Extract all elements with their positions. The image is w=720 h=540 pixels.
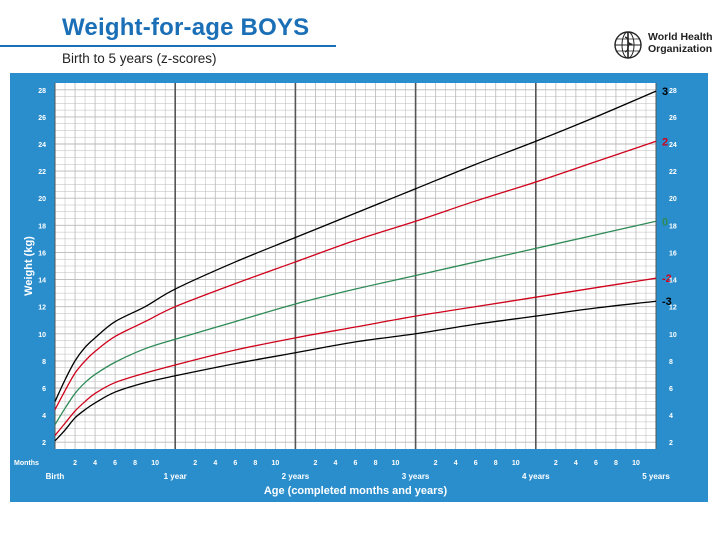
y-tick-label: 14 [669,278,677,285]
y-tick-label: 12 [38,305,46,312]
series-label-z0: 0 [662,216,668,228]
x-month-tick-labels: 2 4 6 8 10 2 4 6 8 10 2 4 6 8 10 2 4 6 8 10 2 4 6 8 10 [73,460,640,467]
x-month-tick-label: 6 [354,460,358,467]
x-month-tick-label: 4 [454,460,458,467]
y-tick-label: 22 [38,169,46,176]
y-tick-label: 18 [669,223,677,230]
series-line-z-2 [54,277,657,436]
who-logo: World Health Organization [612,30,716,60]
y-axis-label: Weight (kg) [23,236,35,296]
x-year-tick-label: Birth [46,472,65,481]
x-month-tick-label: 8 [133,460,137,467]
y-tick-label: 28 [38,88,46,95]
y-tick-label: 26 [669,115,677,122]
y-tick-label: 24 [669,142,677,149]
x-year-tick-label: 1 year [164,472,187,481]
chart-panel: 3 2 0 -2 -3 2 4 6 8 10 12 14 16 18 20 22 24 26 28 2 4 6 8 10 1… [10,73,708,502]
series-lines [54,90,657,442]
x-month-tick-label: 2 [73,460,77,467]
series-line-z0 [54,220,657,425]
x-month-tick-label: 10 [632,460,640,467]
x-month-tick-label: 4 [334,460,338,467]
org-name-line2: Organization [648,43,713,55]
y-tick-label: 22 [669,169,677,176]
x-month-tick-label: 10 [512,460,520,467]
y-tick-label: 8 [669,359,673,366]
y-tick-label: 6 [669,386,673,393]
x-axis-label: Age (completed months and years) [264,485,448,497]
grid-major [54,83,657,449]
x-month-tick-label: 4 [213,460,217,467]
grid-minor [55,83,656,449]
series-line-z2 [54,140,657,410]
y-tick-label: 4 [42,413,46,420]
x-month-tick-label: 2 [193,460,197,467]
x-month-tick-label: 2 [434,460,438,467]
x-month-tick-label: 2 [313,460,317,467]
y-tick-label: 10 [38,332,46,339]
x-month-tick-label: 10 [271,460,279,467]
x-month-tick-label: 4 [93,460,97,467]
who-emblem-icon [614,31,642,59]
y-tick-label: 14 [38,278,46,285]
series-labels: 3 2 0 -2 -3 [662,86,672,308]
x-month-tick-label: 4 [574,460,578,467]
x-month-tick-label: 6 [113,460,117,467]
x-month-tick-label: 10 [151,460,159,467]
org-name-line1: World Health [648,31,713,43]
x-year-tick-label: 3 years [402,472,430,481]
page-subtitle: Birth to 5 years (z-scores) [62,51,217,66]
y-tick-label: 24 [38,142,46,149]
x-month-tick-label: 2 [554,460,558,467]
series-label-z-3: -3 [662,296,672,308]
y-tick-label: 18 [38,223,46,230]
x-month-tick-label: 6 [594,460,598,467]
y-tick-label: 2 [669,440,673,447]
y-tick-label: 12 [669,305,677,312]
series-label-z-2: -2 [662,273,672,285]
x-month-tick-label: 8 [374,460,378,467]
x-month-tick-label: 8 [614,460,618,467]
series-line-z3 [54,90,657,402]
x-year-tick-label: 5 years [642,472,670,481]
y-tick-label: 4 [669,413,673,420]
y-tick-label: 10 [669,332,677,339]
y-tick-label: 16 [38,250,46,257]
y-tick-label: 2 [42,440,46,447]
x-year-tick-label: 2 years [282,472,310,481]
y-tick-label: 20 [38,196,46,203]
y-tick-label: 6 [42,386,46,393]
title-underline [0,45,336,47]
page-title: Weight-for-age BOYS [62,14,310,41]
months-label: Months [14,460,39,467]
y-tick-label: 16 [669,250,677,257]
series-label-z2: 2 [662,136,668,148]
y-tick-label: 8 [42,359,46,366]
series-line-z-3 [54,300,657,442]
x-year-tick-label: 4 years [522,472,550,481]
y-tick-label: 26 [38,115,46,122]
x-month-tick-label: 8 [253,460,257,467]
y-tick-label: 20 [669,196,677,203]
x-year-tick-labels: Birth 1 year 2 years 3 years 4 years 5 years [46,472,671,481]
y-tick-label: 28 [669,88,677,95]
x-month-tick-label: 8 [494,460,498,467]
series-label-z3: 3 [662,86,668,98]
x-month-tick-label: 6 [233,460,237,467]
x-month-tick-label: 10 [392,460,400,467]
x-month-tick-label: 6 [474,460,478,467]
